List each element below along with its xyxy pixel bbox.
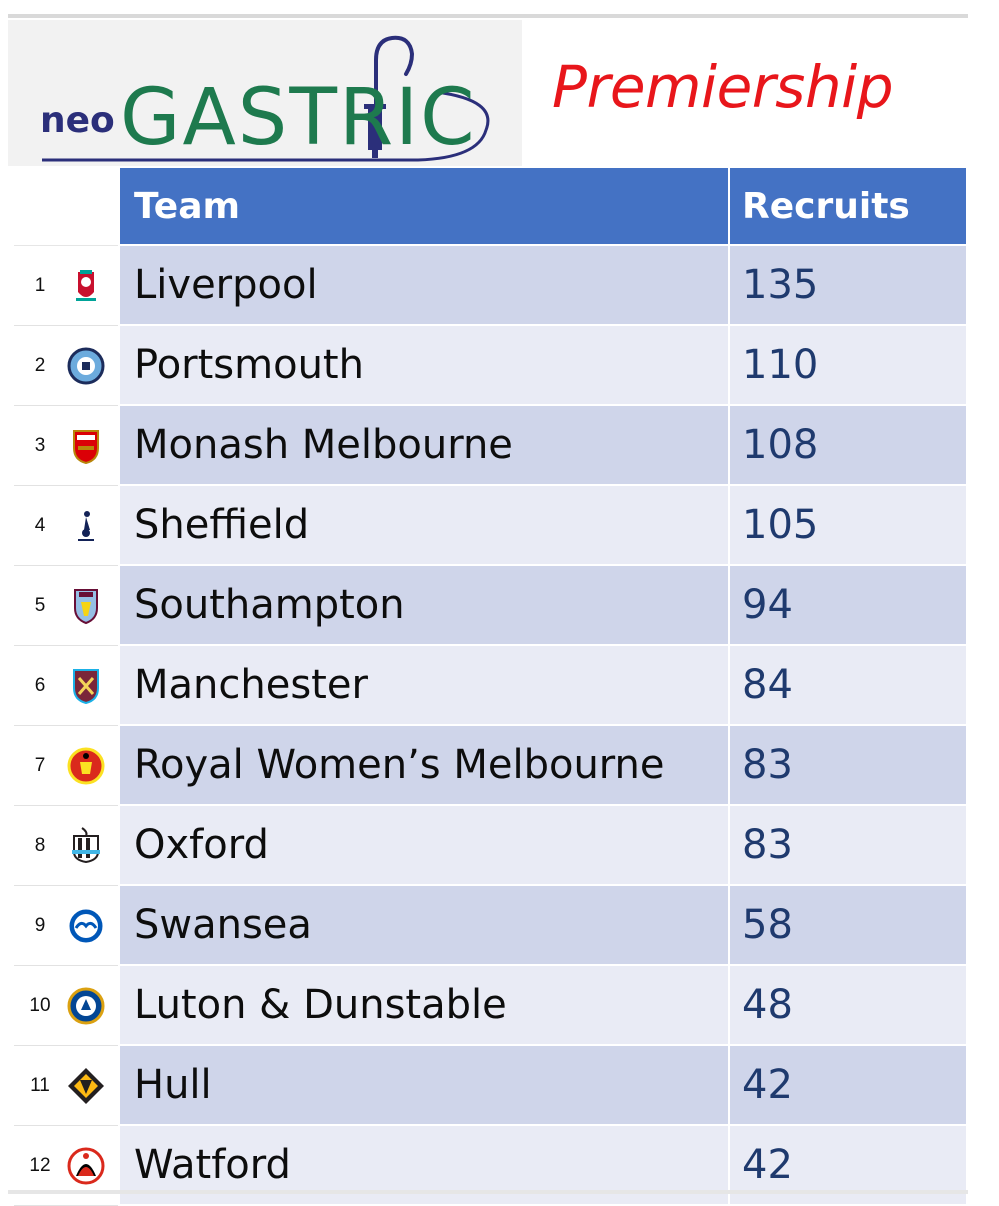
blue-lion-roundel-icon (67, 987, 105, 1024)
table-row: 8 Oxford 83 (14, 806, 966, 886)
bottom-divider (8, 1190, 968, 1194)
league-title: Premiership (552, 53, 894, 121)
neogastric-logo: neo GASTRIC (8, 20, 522, 166)
table-row: 6 Manchester 84 (14, 646, 966, 726)
rank-cell: 9 (14, 886, 118, 966)
rank-number: 10 (29, 994, 51, 1016)
table-row: 3 Monash Melbourne 108 (14, 406, 966, 486)
rank-number: 12 (29, 1154, 51, 1176)
rank-cell: 6 (14, 646, 118, 726)
magpies-crest-icon (72, 826, 100, 863)
recruits-value-cell: 83 (730, 726, 966, 806)
team-name-cell: Luton & Dunstable (120, 966, 730, 1046)
cockerel-icon (78, 510, 94, 541)
table-row: 10 Luton & Dunstable 48 (14, 966, 966, 1046)
team-name-cell: Southampton (120, 566, 730, 646)
wolf-head-icon (68, 1067, 104, 1104)
rank-number: 9 (34, 914, 46, 936)
table-row: 11 Hull 42 (14, 1046, 966, 1126)
recruits-value-cell: 42 (730, 1046, 966, 1126)
recruits-column-header: Recruits (730, 168, 966, 246)
team-name-cell: Hull (120, 1046, 730, 1126)
rank-cell: 2 (14, 326, 118, 406)
team-name-cell: Oxford (120, 806, 730, 886)
table-row: 1 Liverpool 135 (14, 246, 966, 326)
recruits-value-cell: 83 (730, 806, 966, 886)
rank-cell: 7 (14, 726, 118, 806)
team-name-cell: Watford (120, 1126, 730, 1206)
red-devil-crest-icon (67, 747, 105, 784)
table-body: 1 Liverpool 135 2 Portsmouth 110 3 Monash Melbo… (14, 246, 966, 1206)
logo-graphic: neo GASTRIC (40, 35, 490, 163)
red-cannon-shield-icon (73, 429, 99, 464)
logo-prefix-text: neo (40, 100, 115, 141)
rank-cell: 11 (14, 1046, 118, 1126)
round-sky-blue-crest-icon (67, 347, 105, 384)
rank-number: 3 (34, 434, 46, 456)
seagull-roundel-icon (68, 908, 104, 943)
recruits-value-cell: 105 (730, 486, 966, 566)
table-row: 2 Portsmouth 110 (14, 326, 966, 406)
team-name-cell: Portsmouth (120, 326, 730, 406)
rank-number: 5 (34, 594, 46, 616)
cherries-crest-icon (67, 1147, 105, 1184)
rank-number: 8 (34, 834, 46, 856)
table-row: 7 Royal Women’s Melbourne 83 (14, 726, 966, 806)
recruits-value-cell: 42 (730, 1126, 966, 1206)
logo-main-text: GASTRIC (120, 73, 477, 163)
claret-lion-shield-icon (74, 588, 98, 624)
recruits-value-cell: 84 (730, 646, 966, 726)
hammers-shield-icon (73, 668, 99, 704)
rank-cell: 3 (14, 406, 118, 486)
rank-cell: 10 (14, 966, 118, 1046)
rank-number: 4 (34, 514, 46, 536)
table-row: 5 Southampton 94 (14, 566, 966, 646)
table-row: 12 Watford 42 (14, 1126, 966, 1206)
team-column-header: Team (120, 168, 730, 246)
rank-cell: 4 (14, 486, 118, 566)
team-name-cell: Royal Women’s Melbourne (120, 726, 730, 806)
rank-number: 11 (30, 1074, 50, 1096)
rank-number: 7 (34, 754, 46, 776)
team-name-cell: Monash Melbourne (120, 406, 730, 486)
rank-number: 1 (34, 274, 46, 296)
rank-cell: 8 (14, 806, 118, 886)
recruits-value-cell: 108 (730, 406, 966, 486)
rank-cell: 12 (14, 1126, 118, 1206)
rank-cell: 1 (14, 246, 118, 326)
rank-number: 6 (34, 674, 46, 696)
team-name-cell: Manchester (120, 646, 730, 726)
recruits-value-cell: 94 (730, 566, 966, 646)
rank-cell: 5 (14, 566, 118, 646)
recruits-value-cell: 110 (730, 326, 966, 406)
rank-number: 2 (34, 354, 46, 376)
table-row: 4 Sheffield 105 (14, 486, 966, 566)
league-table: Team Recruits 1 Liverpool 135 2 Portsmouth 11… (14, 168, 966, 1206)
team-name-cell: Sheffield (120, 486, 730, 566)
team-name-cell: Liverpool (120, 246, 730, 326)
table-header-row: Team Recruits (14, 168, 966, 246)
recruits-value-cell: 135 (730, 246, 966, 326)
liverbird-crest-icon (76, 269, 96, 301)
recruits-value-cell: 48 (730, 966, 966, 1046)
table-row: 9 Swansea 58 (14, 886, 966, 966)
recruits-value-cell: 58 (730, 886, 966, 966)
top-divider (8, 14, 968, 18)
team-name-cell: Swansea (120, 886, 730, 966)
rank-header-cell (14, 168, 118, 246)
